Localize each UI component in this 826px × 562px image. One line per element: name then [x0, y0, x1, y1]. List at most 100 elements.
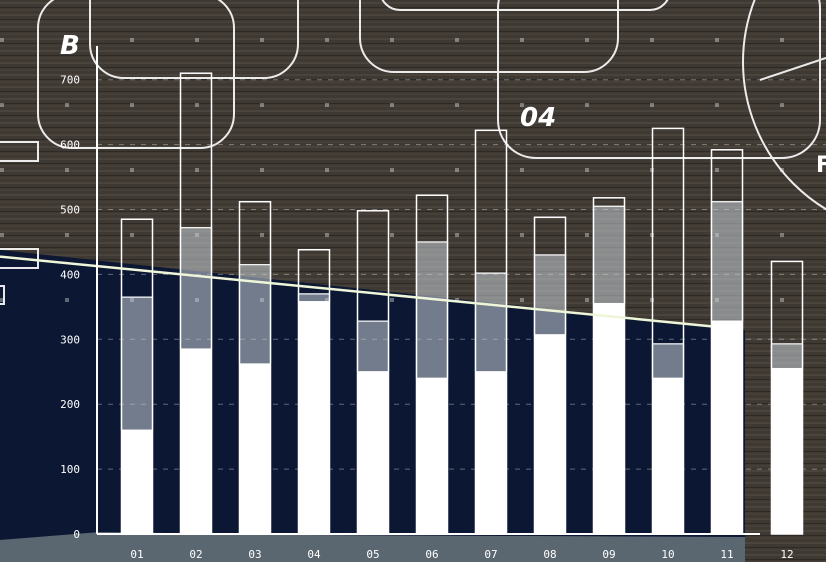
grid-dot	[455, 103, 459, 107]
bar-mid-06	[415, 241, 449, 379]
x-tick-04: 04	[307, 548, 321, 561]
bar-base-02	[180, 349, 212, 534]
grid-dot	[65, 103, 69, 107]
trend-line	[0, 255, 712, 328]
decor-label-04: 04	[520, 103, 556, 133]
grid-dot	[650, 38, 654, 42]
grid-dot	[325, 233, 329, 237]
grid-dot	[780, 233, 784, 237]
pie-outline	[742, 0, 826, 211]
bar-mid-11	[710, 201, 744, 322]
grid-dot	[520, 168, 524, 172]
bar-mid-09	[592, 205, 626, 305]
grid-dot	[520, 298, 524, 302]
bar-base-09	[593, 303, 625, 534]
grid-dot	[65, 233, 69, 237]
grid-dot	[0, 298, 4, 302]
y-tick-700: 700	[60, 74, 80, 87]
y-tick-600: 600	[60, 139, 80, 152]
grid-dot	[260, 38, 264, 42]
grid-dot	[455, 298, 459, 302]
grid-dot	[520, 103, 524, 107]
grid-dot	[390, 168, 394, 172]
grid-dot	[325, 168, 329, 172]
grid-dot	[0, 103, 4, 107]
grid-dot	[0, 38, 4, 42]
grid-dot	[260, 168, 264, 172]
grid-dot	[715, 38, 719, 42]
rounded-frame-top-line	[381, 0, 669, 11]
grid-dot	[65, 298, 69, 302]
x-tick-06: 06	[425, 548, 438, 561]
bar-mid-05	[356, 320, 390, 373]
grid-dot	[195, 38, 199, 42]
grid-dot	[195, 168, 199, 172]
x-tick-08: 08	[543, 548, 556, 561]
grid-dot	[65, 38, 69, 42]
grid-dot	[130, 103, 134, 107]
bar-mid-10	[651, 343, 685, 379]
y-tick-500: 500	[60, 204, 80, 217]
x-tick-01: 01	[130, 548, 143, 561]
small-box-left-1	[0, 141, 39, 162]
decor-label-b: B	[60, 31, 80, 61]
x-tick-05: 05	[366, 548, 379, 561]
grid-dot	[325, 38, 329, 42]
decorative-shapes	[0, 0, 826, 305]
x-tick-09: 09	[602, 548, 615, 561]
bar-base-01	[121, 430, 153, 534]
x-tick-03: 03	[248, 548, 261, 561]
bar-base-12	[771, 368, 803, 534]
y-tick-0: 0	[73, 528, 80, 541]
x-tick-02: 02	[189, 548, 202, 561]
bar-base-07	[475, 371, 507, 534]
grid-dot	[260, 103, 264, 107]
grid-dot	[585, 168, 589, 172]
grid-dot	[260, 233, 264, 237]
grid-dot	[0, 168, 4, 172]
grid-dot	[390, 103, 394, 107]
x-tick-labels: 01 02 03 04 05 06 07 08 09 10 11 12	[130, 548, 793, 561]
y-tick-200: 200	[60, 398, 80, 411]
small-box-left-2	[0, 248, 39, 269]
bar-base-06	[416, 378, 448, 534]
bar-base-03	[239, 363, 271, 534]
grid-dot	[130, 38, 134, 42]
pie-divider	[759, 57, 826, 81]
grid-dot	[715, 103, 719, 107]
grid-dot	[195, 103, 199, 107]
bar-base-10	[652, 378, 684, 534]
grid-dot	[585, 38, 589, 42]
grid-dot	[780, 168, 784, 172]
axes-group	[96, 46, 760, 535]
y-tick-100: 100	[60, 463, 80, 476]
x-tick-12: 12	[780, 548, 793, 561]
grid-dot	[780, 298, 784, 302]
grid-dot	[520, 38, 524, 42]
grid-dot	[65, 168, 69, 172]
grid-dot	[780, 103, 784, 107]
grid-dot	[650, 103, 654, 107]
bar-mid-12	[770, 343, 804, 370]
rounded-frame-04	[497, 0, 821, 159]
grid-dot	[520, 233, 524, 237]
grid-dot	[585, 103, 589, 107]
bar-mid-01	[120, 296, 154, 431]
grid-dot	[455, 233, 459, 237]
trend-line-group	[0, 255, 712, 328]
grid-dot	[780, 38, 784, 42]
bar-base-05	[357, 371, 389, 534]
grid-dot	[585, 298, 589, 302]
y-tick-labels: 0 100 200 300 400 500 600 700	[60, 74, 80, 541]
bar-mid-07	[474, 272, 508, 373]
bar-mid-04	[297, 293, 331, 303]
grid-dot	[455, 168, 459, 172]
x-tick-10: 10	[661, 548, 674, 561]
bar-base-08	[534, 334, 566, 534]
small-box-left-3	[0, 285, 5, 305]
x-tick-07: 07	[484, 548, 497, 561]
grid-dot	[390, 298, 394, 302]
bar-mid-08	[533, 254, 567, 336]
grid-dot	[0, 233, 4, 237]
